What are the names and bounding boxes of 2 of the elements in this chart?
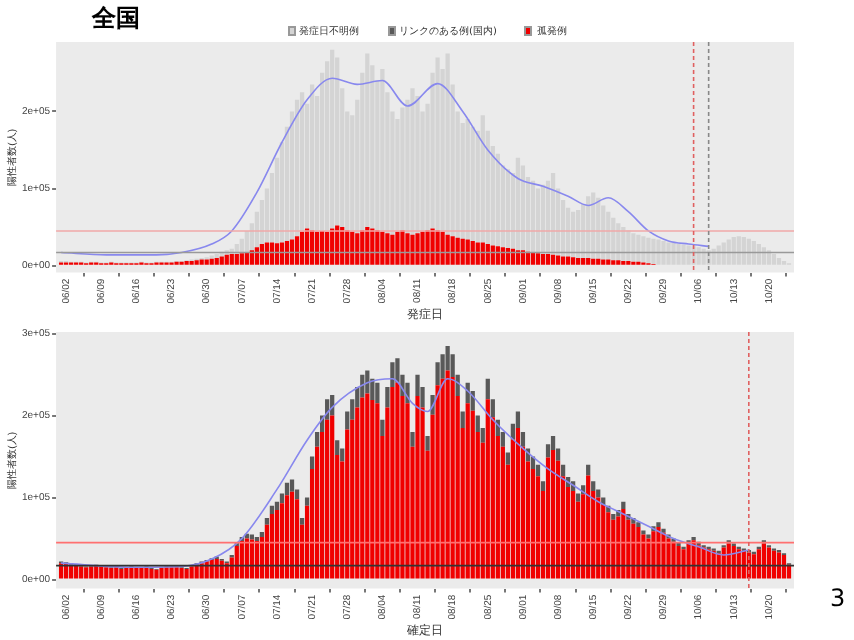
text: 3 [830, 584, 846, 612]
chart-title: 全国 [92, 2, 140, 36]
